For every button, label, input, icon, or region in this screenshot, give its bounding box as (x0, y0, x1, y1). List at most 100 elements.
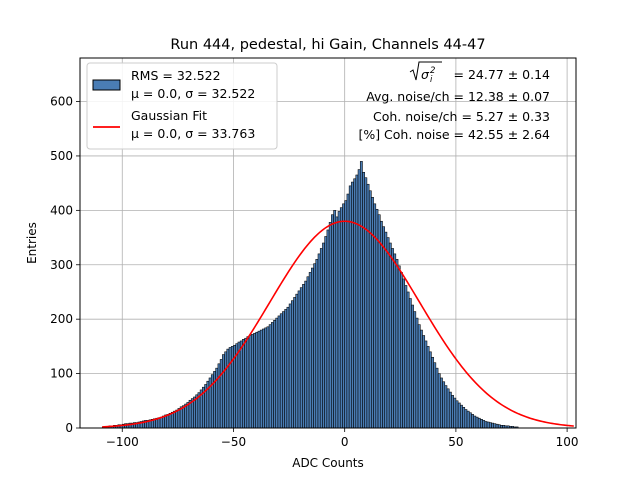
legend-histogram-label: RMS = 32.522 (131, 68, 221, 83)
histogram-bar (182, 405, 185, 429)
histogram-bar (411, 304, 414, 429)
y-axis-ticks: 0 100 200 300 400 500 600 (50, 95, 80, 435)
histogram-bar (248, 335, 252, 429)
histogram-bar (239, 340, 243, 429)
histogram-bar (495, 423, 499, 429)
histogram-bar (462, 407, 466, 429)
histogram-bar (326, 229, 330, 429)
histogram-bar (408, 298, 412, 429)
histogram-bar (279, 313, 283, 429)
legend-histogram-swatch (92, 79, 121, 91)
histogram-bar (379, 220, 383, 429)
histogram-bar (388, 242, 392, 429)
histogram-bar (342, 203, 345, 429)
histogram-bar (317, 253, 321, 429)
histogram-bar (391, 248, 394, 429)
histogram-bar (193, 396, 196, 429)
histogram-bar (322, 242, 325, 429)
annotation-coh-noise-percent: [%] Coh. noise = 42.55 ± 2.64 (358, 127, 550, 142)
histogram-bar (302, 284, 305, 429)
histogram-bar (250, 334, 254, 429)
histogram-bar (471, 414, 474, 429)
histogram-bar (315, 259, 319, 429)
histogram-bar (222, 354, 225, 429)
histogram-bar (170, 411, 174, 429)
histogram-bar (460, 404, 463, 429)
histogram-bar (404, 285, 408, 429)
histogram-bar (242, 339, 245, 429)
x-tick-label: −100 (106, 435, 139, 449)
x-axis-ticks: −100 −50 0 50 100 (106, 428, 579, 449)
histogram-bar (384, 231, 388, 429)
legend-fit-stats: μ = 0.0, σ = 33.763 (131, 126, 255, 141)
histogram-bar (424, 340, 428, 429)
histogram-bar (288, 303, 292, 429)
histogram-bar (368, 190, 372, 429)
histogram-bar (259, 329, 263, 429)
histogram-bar (333, 210, 337, 429)
annotation-avg-noise: Avg. noise/ch = 12.38 ± 0.07 (366, 89, 550, 104)
histogram-bar (482, 420, 486, 429)
histogram-bar (442, 381, 446, 429)
x-tick-label: 50 (448, 435, 463, 449)
histogram-bar (357, 169, 361, 429)
histogram-bar (286, 306, 290, 429)
histogram-bar (377, 214, 381, 429)
histogram-bar (428, 351, 432, 429)
annotation-coh-noise: Coh. noise/ch = 5.27 ± 0.33 (373, 109, 550, 124)
histogram-bar (435, 367, 439, 429)
histogram-bar (433, 362, 437, 429)
x-axis-label: ADC Counts (292, 456, 364, 470)
histogram-bar (355, 174, 359, 429)
histogram-bar (213, 371, 216, 429)
histogram-bar (448, 391, 452, 429)
histogram-bar (177, 408, 181, 429)
svg-text:2: 2 (430, 66, 435, 76)
legend-box (86, 62, 278, 150)
histogram-bar (420, 329, 423, 429)
histogram-bar (255, 331, 259, 429)
gaussian-fit-curve (102, 220, 574, 428)
histogram-bar (319, 248, 323, 429)
histogram-bar (455, 400, 459, 429)
histogram-bar (417, 324, 421, 429)
y-axis-label: Entries (25, 222, 39, 264)
histogram-bar (444, 385, 448, 429)
histogram-bar (488, 422, 492, 429)
histogram-bar (166, 414, 170, 429)
legend-fit-label: Gaussian Fit (131, 108, 207, 123)
histogram-bar (393, 253, 397, 429)
histogram-bar (400, 272, 403, 429)
y-tick-label: 100 (50, 367, 73, 381)
histogram-bar (468, 412, 472, 429)
histogram-bar (415, 317, 419, 429)
histogram-bar (226, 348, 230, 429)
histogram-bar (451, 395, 454, 429)
x-tick-label: −50 (221, 435, 246, 449)
annotation-sigma: = 24.77 ± 0.14 (454, 67, 551, 82)
histogram-bar (253, 333, 256, 429)
histogram-bar (493, 423, 497, 429)
histogram-bar (331, 214, 334, 429)
histogram-bar (266, 326, 270, 429)
y-tick-label: 600 (50, 95, 73, 109)
legend: RMS = 32.522 μ = 0.0, σ = 32.522 Gaussia… (86, 62, 278, 150)
y-tick-label: 200 (50, 312, 73, 326)
histogram-bar (375, 208, 379, 429)
histogram-bar (262, 328, 265, 429)
histogram-bar (306, 276, 310, 429)
histogram-bar (246, 336, 250, 429)
histogram-bar (491, 422, 494, 429)
y-tick-label: 400 (50, 203, 73, 217)
histogram-bar (173, 410, 176, 429)
histogram-bar (335, 216, 339, 429)
histogram-bar (351, 181, 354, 429)
histogram-bar (295, 293, 299, 429)
plot-frame (79, 57, 577, 429)
histogram-bar (346, 193, 350, 429)
histogram-bar (215, 367, 219, 429)
histogram-bar (175, 409, 179, 429)
histogram-bar (299, 287, 303, 429)
y-tick-label: 500 (50, 149, 73, 163)
histogram-bar (264, 327, 268, 429)
